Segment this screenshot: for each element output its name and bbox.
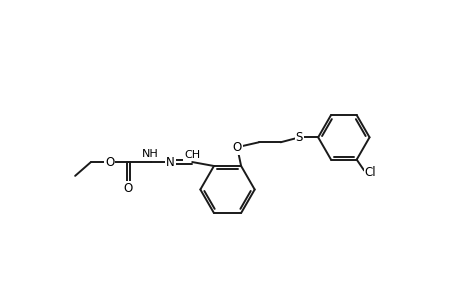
Text: O: O [105, 155, 114, 169]
Text: N: N [166, 155, 174, 169]
Text: CH: CH [184, 150, 200, 160]
Text: O: O [123, 182, 133, 195]
Text: NH: NH [142, 149, 159, 159]
Text: Cl: Cl [364, 167, 375, 179]
Text: O: O [232, 141, 241, 154]
Text: S: S [295, 131, 302, 144]
